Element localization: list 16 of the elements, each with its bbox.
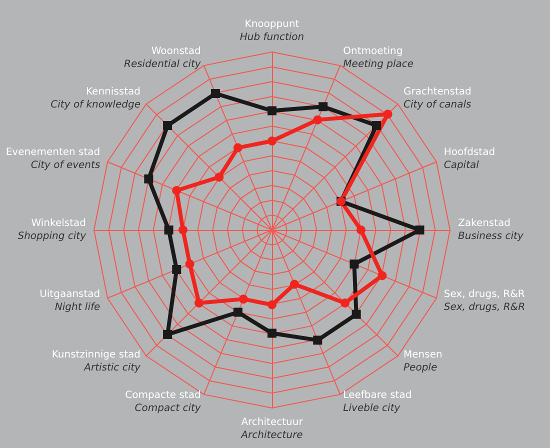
spoke-label: Uitgaanstad Night life: [40, 289, 100, 314]
spoke-label: Ontmoeting Meeting place: [343, 46, 414, 70]
spoke-label: Compacte stad Compact city: [125, 390, 202, 414]
spoke-label: Winkelstad Shopping city: [18, 218, 88, 242]
spoke-label: Hoofdstad Capital: [444, 146, 496, 171]
spoke-label: Architectuur Architecture: [240, 417, 304, 441]
spoke-label: Woonstad Residential city: [124, 46, 202, 70]
spoke-label: Kennisstad City of knowledge: [50, 86, 140, 110]
spoke-label: Kunstzinnige stad Artistic city: [52, 350, 142, 374]
spoke-label: Sex, drugs, R&R Sex, drugs, R&R: [444, 289, 526, 314]
spoke-label: Mensen People: [404, 350, 442, 374]
spoke-label: Zakenstad Business city: [458, 218, 524, 242]
spoke-label: Leefbare stad Liveble city: [343, 390, 412, 414]
spoke-label: Knooppunt Hub function: [240, 19, 304, 43]
spoke-label: Evenementen stad City of events: [6, 146, 100, 171]
spoke-label: Grachtenstad City of canals: [404, 86, 472, 110]
